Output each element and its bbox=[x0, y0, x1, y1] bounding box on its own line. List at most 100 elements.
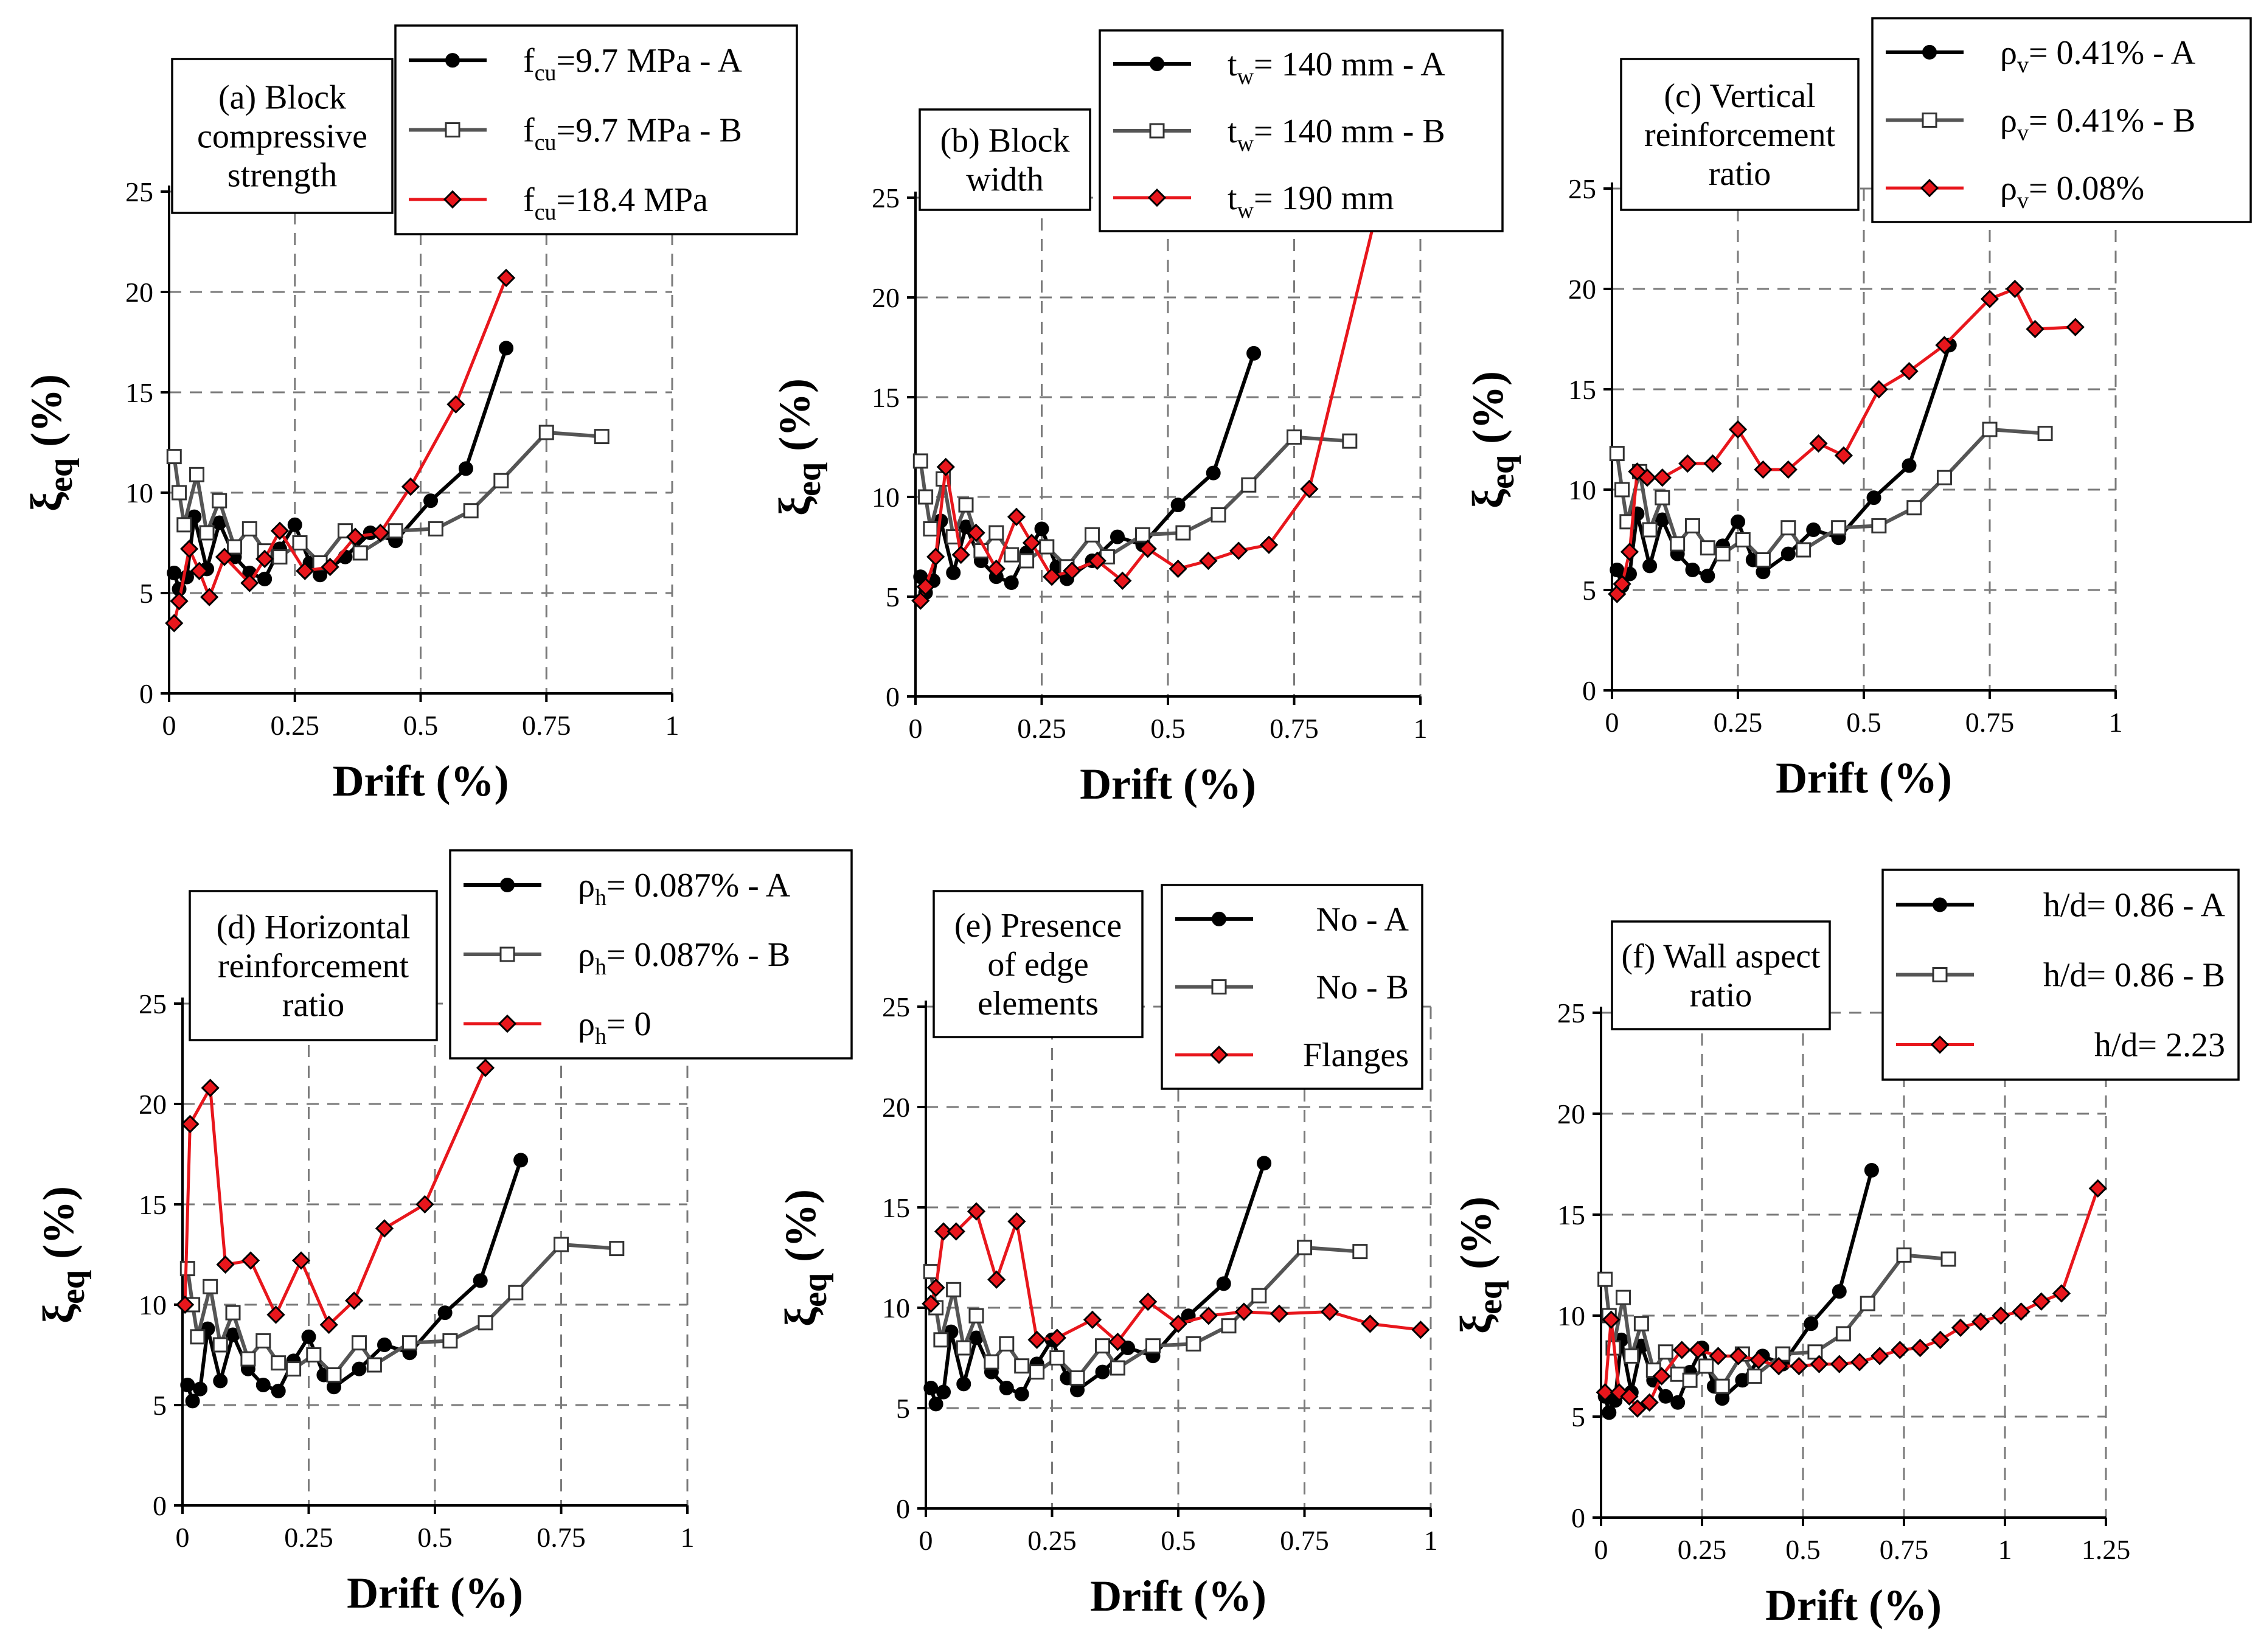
legend-label-rest: = 0.41% - B bbox=[2029, 102, 2195, 140]
data-point-A bbox=[1216, 1276, 1231, 1291]
data-point-B bbox=[1039, 539, 1055, 555]
y-tick-label: 0 bbox=[153, 1490, 167, 1521]
data-point-B bbox=[227, 539, 243, 555]
panel-annotation-line: ratio bbox=[282, 987, 345, 1024]
data-point-C bbox=[1411, 1321, 1430, 1339]
data-point-B bbox=[956, 1340, 971, 1356]
data-point-C bbox=[1689, 1341, 1707, 1359]
data-point-A bbox=[956, 1376, 971, 1392]
x-tick-label: 1 bbox=[1424, 1525, 1438, 1556]
legend-swatch-marker bbox=[1933, 897, 1947, 912]
data-point-C bbox=[1320, 1302, 1339, 1321]
data-point-A bbox=[1095, 1364, 1110, 1380]
y-axis-label-unit: (%) bbox=[1464, 371, 1512, 455]
legend-swatch-marker bbox=[1212, 911, 1226, 926]
y-tick-label: 15 bbox=[1568, 374, 1596, 405]
data-point-C bbox=[2052, 1284, 2071, 1303]
legend-label-main: ρ bbox=[2000, 102, 2017, 140]
data-point-C bbox=[415, 1195, 434, 1214]
data-point-C bbox=[1620, 1387, 1639, 1406]
data-point-B bbox=[1633, 1316, 1649, 1331]
data-point-A bbox=[437, 1305, 453, 1321]
x-tick-label: 0.5 bbox=[1150, 713, 1186, 744]
data-point-B bbox=[1670, 536, 1686, 552]
data-point-B bbox=[508, 1285, 524, 1300]
legend-label-main: No - B bbox=[1316, 969, 1409, 1007]
data-point-C bbox=[346, 527, 365, 546]
data-point-C bbox=[176, 1295, 195, 1314]
data-point-C bbox=[170, 592, 189, 611]
legend-swatch-marker bbox=[1922, 44, 1937, 60]
data-point-A bbox=[1206, 465, 1221, 481]
x-axis-label: Drift (%) bbox=[347, 1569, 523, 1617]
data-point-C bbox=[270, 521, 290, 540]
x-axis-label: Drift (%) bbox=[1090, 1572, 1266, 1620]
data-point-B bbox=[1655, 490, 1670, 505]
data-point-A bbox=[377, 1338, 392, 1352]
legend-label-subscript: cu bbox=[535, 200, 557, 225]
data-point-C bbox=[201, 1078, 220, 1097]
data-point-C bbox=[215, 547, 234, 566]
data-point-B bbox=[1095, 1338, 1110, 1354]
data-point-C bbox=[1678, 454, 1697, 473]
legend-label-rest: = 0.087% - B bbox=[606, 936, 790, 974]
data-point-B bbox=[1982, 422, 1998, 437]
y-tick-label: 10 bbox=[882, 1293, 910, 1324]
y-tick-label: 0 bbox=[896, 1493, 910, 1524]
legend-label: Flanges bbox=[1303, 1036, 1409, 1074]
panel-annotation-box bbox=[919, 108, 1091, 211]
data-point-B bbox=[352, 1335, 367, 1351]
data-point-B bbox=[2037, 426, 2053, 442]
legend-label: fcu=9.7 MPa - B bbox=[523, 112, 742, 156]
legend-label-rest: =9.7 MPa - B bbox=[557, 112, 742, 150]
data-point-B bbox=[984, 1354, 999, 1370]
legend-swatch-marker bbox=[1211, 979, 1227, 994]
data-point-C bbox=[1640, 1393, 1659, 1412]
y-axis-label-symbol: ξ bbox=[22, 491, 71, 512]
data-point-B bbox=[442, 1333, 458, 1348]
y-axis-label: ξeq (%) bbox=[22, 374, 80, 512]
legend-label: No - B bbox=[1316, 969, 1409, 1007]
data-point-C bbox=[266, 1305, 285, 1324]
data-point-B bbox=[166, 449, 182, 465]
y-axis-label-symbol: ξ bbox=[1464, 488, 1512, 508]
data-point-C bbox=[926, 547, 945, 566]
data-point-C bbox=[1047, 1328, 1066, 1347]
y-axis-label-subscript: eq bbox=[796, 1273, 834, 1307]
data-point-A bbox=[1034, 521, 1049, 536]
data-point-C bbox=[1790, 1356, 1808, 1376]
data-point-B bbox=[352, 545, 368, 561]
x-tick-label: 0.75 bbox=[1880, 1534, 1929, 1565]
y-tick-label: 15 bbox=[872, 382, 900, 413]
legend-label-subscript: cu bbox=[535, 130, 557, 156]
data-point-B bbox=[1658, 1344, 1673, 1360]
data-point-A bbox=[1780, 546, 1796, 561]
data-point-B bbox=[212, 1337, 228, 1353]
data-point-C bbox=[1602, 1310, 1621, 1329]
data-point-B bbox=[1145, 1338, 1161, 1354]
y-tick-label: 5 bbox=[886, 581, 900, 613]
legend-label-main: No - A bbox=[1316, 901, 1409, 939]
data-point-C bbox=[296, 561, 314, 580]
y-tick-label: 10 bbox=[872, 482, 900, 513]
panel-annotation-line: (e) Presence bbox=[954, 907, 1122, 945]
y-tick-label: 0 bbox=[1582, 675, 1596, 706]
x-tick-label: 1 bbox=[2109, 707, 2123, 738]
data-point-C bbox=[1361, 1314, 1380, 1333]
legend-label-main: ρ bbox=[2000, 34, 2017, 72]
x-tick-label: 0.25 bbox=[1027, 1525, 1077, 1556]
panel-annotation-box bbox=[189, 890, 438, 1041]
data-point-C bbox=[926, 1278, 945, 1297]
data-point-C bbox=[1754, 460, 1773, 479]
data-point-C bbox=[1911, 1338, 1930, 1358]
y-tick-label: 20 bbox=[1568, 274, 1596, 305]
data-point-B bbox=[225, 1305, 241, 1321]
data-point-B bbox=[255, 1333, 271, 1348]
series-layer bbox=[922, 1156, 1430, 1412]
data-point-C bbox=[446, 395, 465, 414]
data-point-C bbox=[1613, 574, 1631, 594]
legend-swatch-marker bbox=[443, 190, 462, 209]
legend-label-subscript: v bbox=[2017, 120, 2029, 146]
y-axis-label-unit: (%) bbox=[34, 1186, 83, 1270]
x-tick-label: 0 bbox=[1605, 707, 1619, 738]
